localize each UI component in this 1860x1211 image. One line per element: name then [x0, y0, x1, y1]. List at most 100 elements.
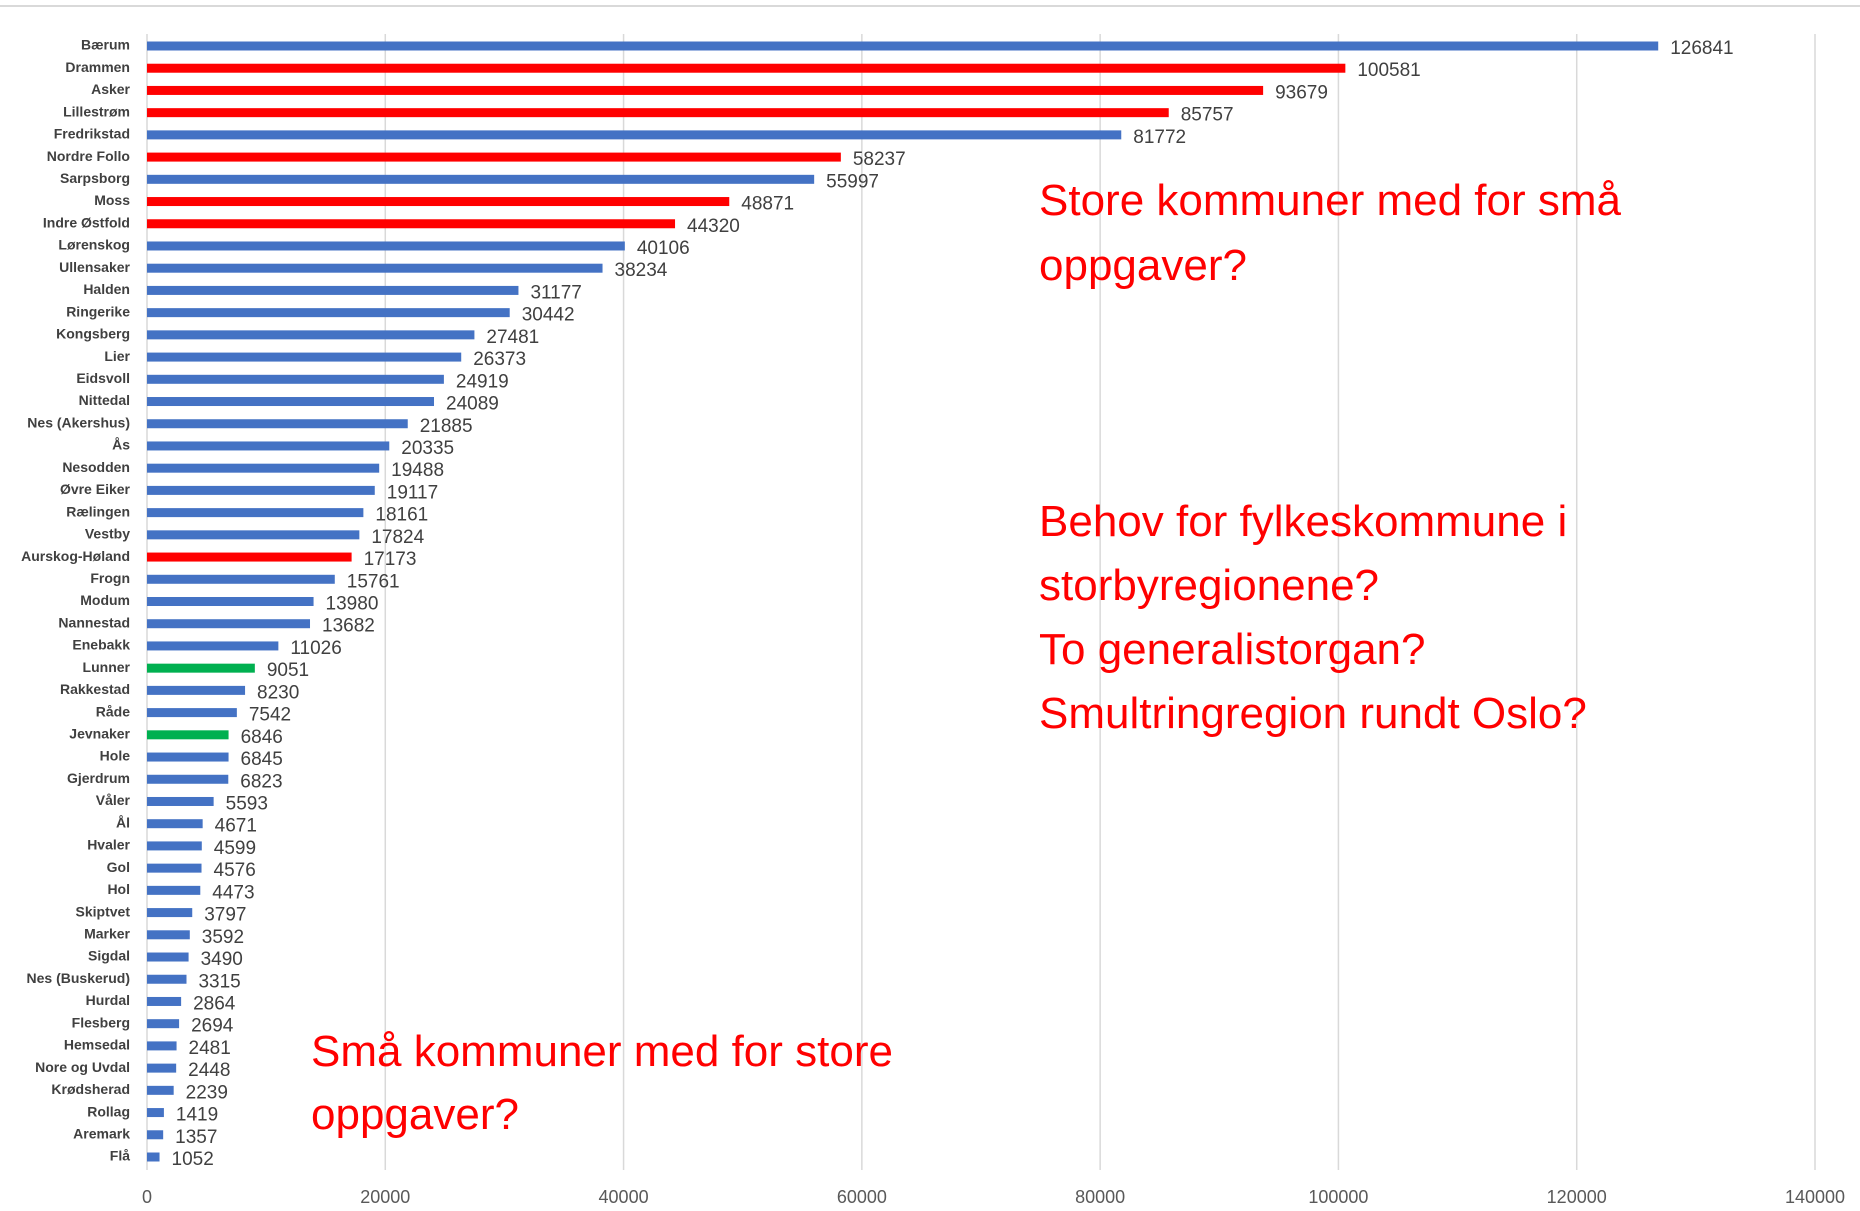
bar: [147, 1063, 177, 1073]
data-label: 2239: [186, 1082, 228, 1103]
y-tick-label: Sarpsborg: [60, 170, 130, 186]
y-tick-label: Hemsedal: [64, 1037, 130, 1053]
data-label: 27481: [486, 327, 539, 348]
annotation: storbyregionene?: [1039, 561, 1379, 610]
y-tick-label: Krødsherad: [51, 1081, 130, 1097]
bar: [147, 330, 475, 340]
y-tick-label: Nes (Buskerud): [27, 970, 130, 986]
data-label: 24919: [456, 371, 509, 392]
bar: [147, 996, 182, 1006]
y-tick-label: Kongsberg: [56, 326, 130, 342]
bar: [147, 397, 435, 407]
bar: [147, 685, 246, 695]
y-tick-label: Frogn: [90, 570, 130, 586]
bar: [147, 308, 510, 318]
y-tick-label: Bærum: [81, 37, 130, 53]
y-tick-label: Rakkestad: [60, 681, 130, 697]
data-label: 1419: [176, 1105, 218, 1126]
y-tick-label: Våler: [96, 792, 131, 808]
y-tick-label: Eidsvoll: [76, 370, 130, 386]
data-label: 15761: [347, 571, 400, 592]
data-label: 38234: [615, 260, 668, 281]
bar: [147, 85, 1264, 95]
data-label: 31177: [530, 282, 581, 303]
data-label: 13980: [326, 594, 379, 615]
data-label: 24089: [446, 394, 499, 415]
data-label: 17173: [364, 549, 417, 570]
bar: [147, 197, 730, 207]
data-label: 3315: [198, 971, 240, 992]
y-tick-label: Nes (Akershus): [27, 414, 130, 430]
bar: [147, 1130, 164, 1140]
data-label: 93679: [1275, 82, 1328, 103]
y-tick-label: Ringerike: [66, 303, 130, 319]
y-tick-label: Nore og Uvdal: [35, 1059, 130, 1075]
bar: [147, 219, 676, 229]
bar: [147, 974, 187, 984]
bar: [147, 819, 203, 829]
bar: [147, 641, 279, 651]
x-tick-label: 80000: [1075, 1187, 1125, 1207]
data-label: 126841: [1670, 38, 1733, 59]
y-tick-label: Ås: [112, 437, 130, 453]
x-tick-label: 40000: [599, 1187, 649, 1207]
bar: [147, 152, 841, 162]
y-tick-label: Fredrikstad: [54, 126, 130, 142]
bar: [147, 130, 1122, 140]
data-label: 19117: [387, 482, 438, 503]
data-label: 100581: [1357, 60, 1420, 81]
y-tick-label: Vestby: [85, 526, 130, 542]
data-label: 19488: [391, 460, 444, 481]
data-label: 6846: [241, 727, 283, 748]
data-label: 4473: [212, 882, 254, 903]
y-tick-label: Rollag: [87, 1103, 130, 1119]
bar: [147, 530, 360, 540]
x-tick-label: 60000: [837, 1187, 887, 1207]
data-label: 6845: [241, 749, 283, 770]
bar: [147, 285, 519, 295]
data-label: 21885: [420, 416, 473, 437]
annotation: oppgaver?: [1039, 241, 1247, 290]
bar: [147, 885, 201, 895]
y-tick-label: Hvaler: [87, 837, 130, 853]
bar: [147, 352, 462, 362]
y-tick-label: Ål: [116, 814, 130, 830]
data-label: 5593: [226, 793, 268, 814]
bar: [147, 108, 1169, 118]
y-tick-label: Skiptvet: [76, 903, 131, 919]
x-tick-label: 100000: [1308, 1187, 1368, 1207]
data-label: 4671: [215, 816, 257, 837]
bar: [147, 263, 603, 273]
y-tick-label: Flå: [110, 1148, 130, 1164]
y-tick-label: Flesberg: [72, 1014, 130, 1030]
data-label: 3592: [202, 927, 244, 948]
bar: [147, 1041, 177, 1051]
bar: [147, 374, 444, 384]
bar: [147, 1108, 164, 1118]
y-tick-label: Lunner: [83, 659, 131, 675]
data-label: 4576: [214, 860, 256, 881]
y-tick-label: Lier: [104, 348, 130, 364]
bar: [147, 708, 237, 718]
data-label: 8230: [257, 682, 299, 703]
data-label: 18161: [375, 505, 428, 526]
data-label: 4599: [214, 838, 256, 859]
annotation: Behov for fylkeskommune i: [1039, 497, 1567, 546]
y-tick-label: Moss: [94, 192, 130, 208]
data-label: 13682: [322, 616, 375, 637]
annotation: To generalistorgan?: [1039, 625, 1425, 674]
bar: [147, 908, 193, 918]
data-label: 2481: [189, 1038, 231, 1059]
data-label: 55997: [826, 171, 879, 192]
bar: [147, 174, 815, 184]
data-label: 44320: [687, 216, 740, 237]
y-tick-label: Nordre Follo: [47, 148, 130, 164]
y-tick-label: Nesodden: [62, 459, 130, 475]
data-label: 7542: [249, 705, 291, 726]
data-label: 81772: [1133, 127, 1186, 148]
bar: [147, 1152, 160, 1162]
y-tick-label: Råde: [96, 703, 130, 719]
y-tick-label: Ullensaker: [59, 259, 130, 275]
bar: [147, 485, 375, 495]
